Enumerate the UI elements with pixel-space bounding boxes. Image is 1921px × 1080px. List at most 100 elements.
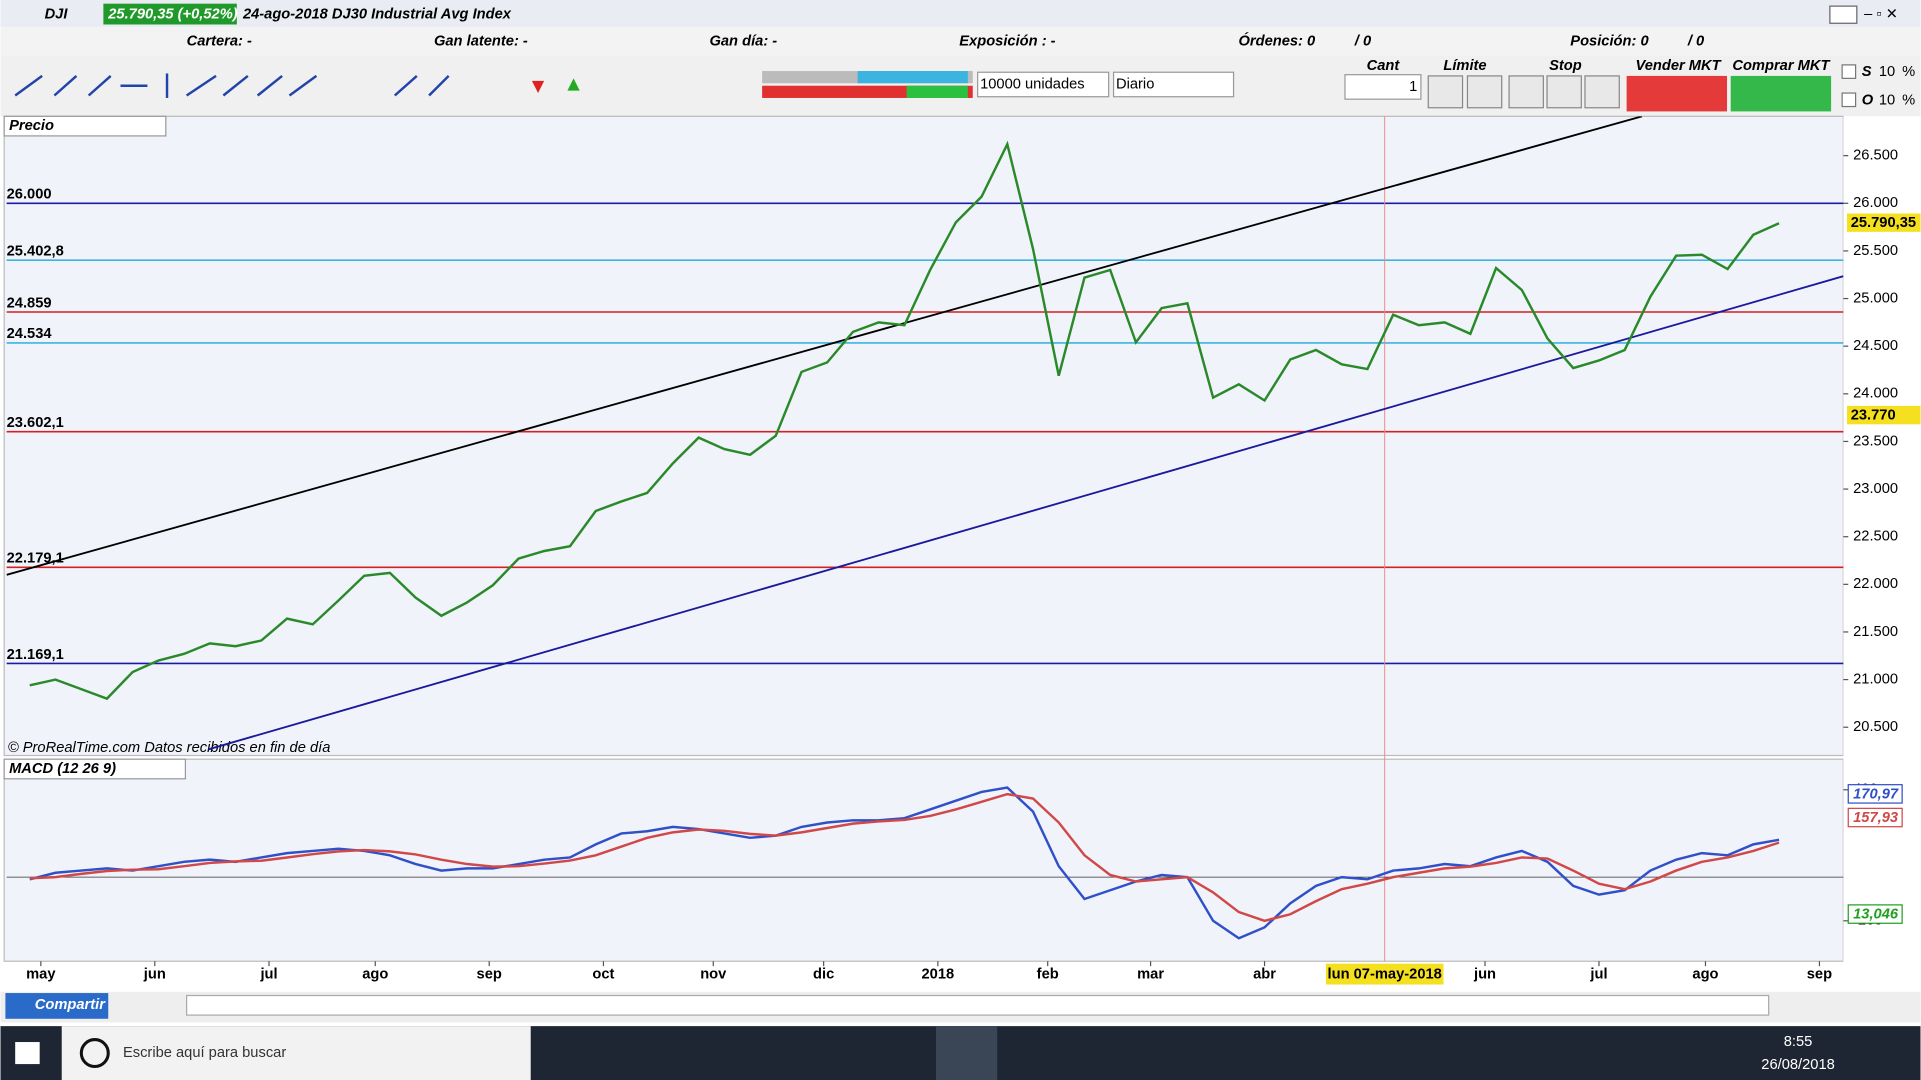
y-tick-label: 23.000 xyxy=(1853,481,1898,497)
period: Diario xyxy=(1116,76,1154,92)
x-tick-label: dic xyxy=(813,967,834,983)
level-label: 24.859 xyxy=(7,295,52,311)
level-label: 26.000 xyxy=(7,187,52,203)
x-tick-label: abr xyxy=(1253,967,1276,983)
price-panel xyxy=(3,115,1844,757)
s-check[interactable] xyxy=(1841,64,1857,79)
y-tick-label: 22.000 xyxy=(1853,576,1898,592)
price-badge: 25.790,35 (+0,52%) xyxy=(107,7,238,23)
buy-arrow[interactable] xyxy=(567,78,580,91)
drawing-tools[interactable] xyxy=(14,73,450,98)
price-title-box xyxy=(3,115,167,137)
share: Compartir xyxy=(35,997,106,1013)
last-label: 170,97 xyxy=(1853,786,1899,802)
s-label: S xyxy=(1862,64,1872,80)
vender-button[interactable] xyxy=(1626,75,1728,112)
window-title: 24-ago-2018 DJ30 Industrial Avg Index xyxy=(242,7,512,23)
last-label-bg xyxy=(1847,807,1903,828)
pct2: 10 xyxy=(1879,92,1895,108)
limite: Límite xyxy=(1443,58,1486,74)
trendline xyxy=(6,116,1643,576)
cant-label: Cant xyxy=(1367,58,1401,74)
price-axis xyxy=(1843,116,1921,990)
minimize[interactable]: – ▫ ✕ xyxy=(1864,7,1898,23)
clock-time: 8:55 xyxy=(1784,1034,1813,1050)
pct1: 10 xyxy=(1879,64,1895,80)
sell-arrow[interactable] xyxy=(531,80,545,94)
price-tag-bg xyxy=(1847,405,1921,425)
y-tick-label: 23.500 xyxy=(1853,433,1898,449)
o-check[interactable] xyxy=(1841,92,1857,108)
y-tick-label: 25.500 xyxy=(1853,243,1898,259)
macd-title: MACD (12 26 9) xyxy=(9,761,116,777)
x-tick-label: 2018 xyxy=(922,967,955,983)
level-label: 21.169,1 xyxy=(7,647,64,663)
price-tag: 25.790,35 xyxy=(1851,215,1916,231)
account-bar xyxy=(0,26,1921,56)
search-box[interactable] xyxy=(61,1026,531,1080)
stop: Stop xyxy=(1549,58,1582,74)
series-line xyxy=(29,140,1780,701)
pct-sign1: % xyxy=(1902,64,1915,80)
macd-panel xyxy=(3,758,1844,962)
level-label: 22.179,1 xyxy=(7,551,64,567)
exposicion: Exposición : - xyxy=(959,34,1055,50)
period-select[interactable] xyxy=(1112,71,1235,98)
level-label: 24.534 xyxy=(7,326,53,342)
ordenes: Órdenes: 0 xyxy=(1238,32,1316,50)
share-button[interactable] xyxy=(5,993,109,1019)
last-label: 13,046 xyxy=(1853,907,1899,923)
order-buttons[interactable] xyxy=(1427,75,1620,109)
y-tick-label: 26.000 xyxy=(1853,195,1898,211)
x-tick-label: oct xyxy=(592,967,614,983)
credit: © ProRealTime.com Datos recibidos en fin… xyxy=(8,740,331,756)
cartera: Cartera: - xyxy=(187,34,252,50)
x-tick-label: nov xyxy=(700,967,727,983)
posicion: Posición: 0 xyxy=(1570,34,1649,50)
y-tick-label: 22.500 xyxy=(1853,529,1898,545)
x-tick-label: jun xyxy=(1473,967,1496,983)
series-line xyxy=(29,792,1780,923)
y-tick-label: 25.000 xyxy=(1853,290,1898,306)
x-tick-label: ago xyxy=(1692,967,1718,983)
cant-input[interactable] xyxy=(1344,74,1422,100)
comprar-button[interactable] xyxy=(1730,75,1832,112)
gan-dia: Gan día: - xyxy=(709,34,777,50)
y-tick-label: 21.500 xyxy=(1853,624,1898,640)
latente: Gan latente: - xyxy=(434,34,528,50)
x-tick-label: jun xyxy=(143,967,166,983)
level-label: 25.402,8 xyxy=(7,243,64,259)
units-select[interactable] xyxy=(977,71,1110,98)
symbol: DJI xyxy=(45,7,69,23)
cant: 1 xyxy=(1409,79,1417,95)
start-button[interactable] xyxy=(15,1042,40,1065)
pct-sign2: % xyxy=(1902,92,1915,108)
o-label: O xyxy=(1862,92,1874,108)
ordenes-total: / 0 xyxy=(1354,34,1372,50)
y-tick-label: 21.000 xyxy=(1853,671,1898,687)
color-palette[interactable] xyxy=(762,71,973,98)
price-badge-bg xyxy=(103,3,237,25)
price-title: Precio xyxy=(9,118,54,134)
vender-label: Vender MKT xyxy=(1635,58,1721,74)
y-tick-label: 24.500 xyxy=(1853,338,1898,354)
cursor-label: lun 07-may-2018 xyxy=(1328,967,1442,983)
x-tick-label: may xyxy=(26,967,56,983)
x-tick-label: jul xyxy=(259,967,277,983)
x-tick-label: ago xyxy=(362,967,388,983)
search: Escribe aquí para buscar xyxy=(123,1045,286,1061)
price-tag-bg xyxy=(1847,213,1921,232)
x-tick-label: mar xyxy=(1137,967,1164,983)
scrollbar[interactable] xyxy=(186,994,1770,1016)
units: 10000 unidades xyxy=(980,76,1085,92)
keyboard-icon[interactable] xyxy=(1829,5,1858,24)
series-line xyxy=(29,786,1780,940)
clock-date: 26/08/2018 xyxy=(1761,1057,1835,1073)
active-app[interactable] xyxy=(936,1026,998,1080)
x-tick-label: sep xyxy=(1807,967,1832,983)
x-tick-label: sep xyxy=(477,967,502,983)
title-bar xyxy=(0,0,1921,27)
price-tag: 23.770 xyxy=(1851,408,1896,424)
